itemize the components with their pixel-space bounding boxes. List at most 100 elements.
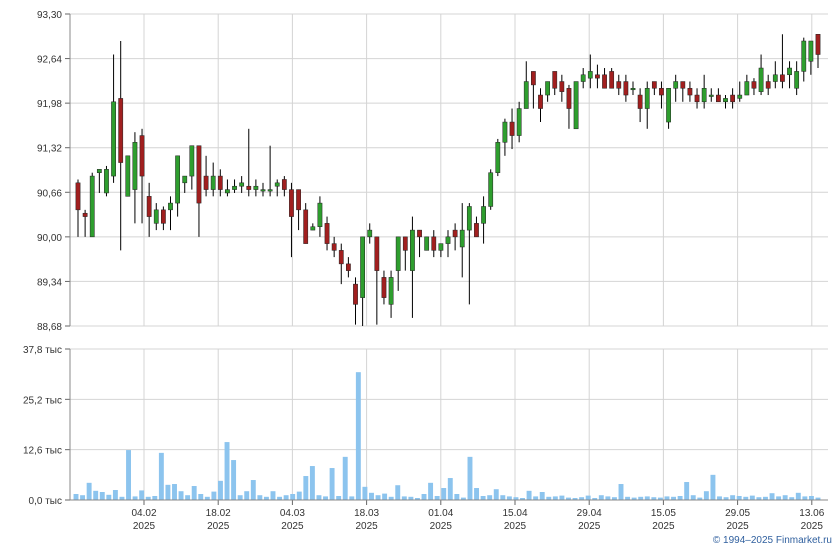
volume-bar [178, 491, 184, 500]
candle-body [82, 212, 88, 217]
volume-bar [644, 496, 650, 500]
volume-bar [500, 495, 506, 500]
volume-bar [763, 496, 768, 500]
volume-bar [749, 495, 755, 500]
candle-body [502, 121, 508, 143]
candle-body [310, 226, 316, 231]
candle-body [595, 74, 600, 79]
price-tick-label: 91,98 [37, 99, 62, 110]
candle-body [111, 101, 116, 177]
volume-bar [93, 490, 99, 500]
candle-body [146, 196, 152, 217]
candle-body [744, 81, 750, 96]
volume-tick-label: 12,6 тыс [23, 446, 62, 457]
volume-bar [362, 486, 368, 500]
volume-bar [73, 494, 79, 500]
volume-bar [487, 495, 493, 500]
volume-bar [349, 496, 355, 500]
volume-bar [198, 494, 204, 500]
candle-body [523, 81, 529, 109]
volume-bar [756, 497, 762, 500]
candle-body [538, 94, 543, 109]
candle-body [680, 81, 686, 89]
volume-bar [611, 497, 617, 500]
candle-body [651, 81, 657, 89]
candle-body [765, 81, 771, 89]
volume-bar [139, 490, 145, 500]
volume-bar [460, 497, 466, 500]
candle-body [716, 94, 721, 103]
candle-body [281, 179, 287, 190]
candle-body [132, 142, 138, 190]
candle-body [303, 209, 309, 244]
candle-body [196, 145, 202, 204]
x-tick-label-date: 13.06 [799, 508, 824, 519]
x-tick-label-date: 18.02 [206, 508, 231, 519]
volume-bar [112, 490, 118, 500]
x-tick-label-date: 15.04 [502, 508, 527, 519]
volume-bar [283, 495, 289, 500]
volume-bar [355, 372, 361, 500]
candle-body [89, 175, 95, 238]
candle-body [374, 236, 380, 271]
candle-body [338, 250, 344, 265]
candle-body [794, 71, 800, 89]
volume-bar [401, 496, 407, 500]
volume-bar [539, 492, 545, 500]
candle-body [808, 40, 814, 62]
volume-bar [428, 482, 434, 500]
candle-body [168, 202, 173, 211]
volume-bar [408, 496, 414, 500]
volume-bar [323, 496, 328, 500]
volume-bar [152, 496, 158, 500]
volume-bar [717, 496, 722, 500]
candle-body [509, 121, 515, 136]
candle-body [118, 98, 124, 163]
candle-body [445, 236, 451, 244]
candle-body [346, 263, 351, 271]
candle-body [630, 88, 636, 91]
volume-bar [684, 482, 690, 500]
volume-bar [513, 497, 519, 500]
volume-bar [375, 495, 381, 500]
candle-body [402, 236, 408, 251]
volume-bar [119, 496, 125, 500]
candle-body [274, 182, 280, 187]
candle-body [580, 74, 586, 82]
candle-body [175, 155, 181, 204]
candle-body [232, 185, 237, 190]
candle-body [637, 94, 643, 109]
volume-tick-label: 37,8 тыс [23, 345, 62, 356]
volume-bar [808, 496, 814, 500]
candle-body [659, 88, 664, 96]
candle-body [452, 229, 458, 238]
volume-bar [296, 491, 302, 500]
candle-body [801, 40, 807, 72]
candle-body [139, 135, 145, 177]
volume-bar [342, 456, 348, 500]
x-tick-label-date: 18.03 [354, 508, 379, 519]
volume-bar [86, 482, 92, 500]
candle-body [758, 67, 764, 92]
volume-bar [467, 456, 473, 500]
candle-body [616, 81, 622, 89]
volume-bar [559, 495, 565, 500]
grid [70, 13, 828, 501]
candle-body [153, 209, 159, 224]
volume-bar [329, 468, 335, 500]
candle-body [360, 236, 366, 298]
price-tick-label: 93,30 [37, 10, 62, 21]
candle-body [687, 88, 693, 96]
volume-bar [290, 494, 296, 500]
candle-body [125, 155, 131, 197]
candle-body [701, 88, 707, 103]
volume-bar [690, 495, 696, 500]
candle-body [260, 189, 266, 192]
candle-body [587, 71, 593, 79]
volume-bar [303, 476, 309, 500]
candle-body [431, 236, 437, 251]
volume-bar [710, 474, 716, 500]
candle-body [296, 189, 301, 211]
x-tick-label-year: 2025 [207, 521, 230, 532]
